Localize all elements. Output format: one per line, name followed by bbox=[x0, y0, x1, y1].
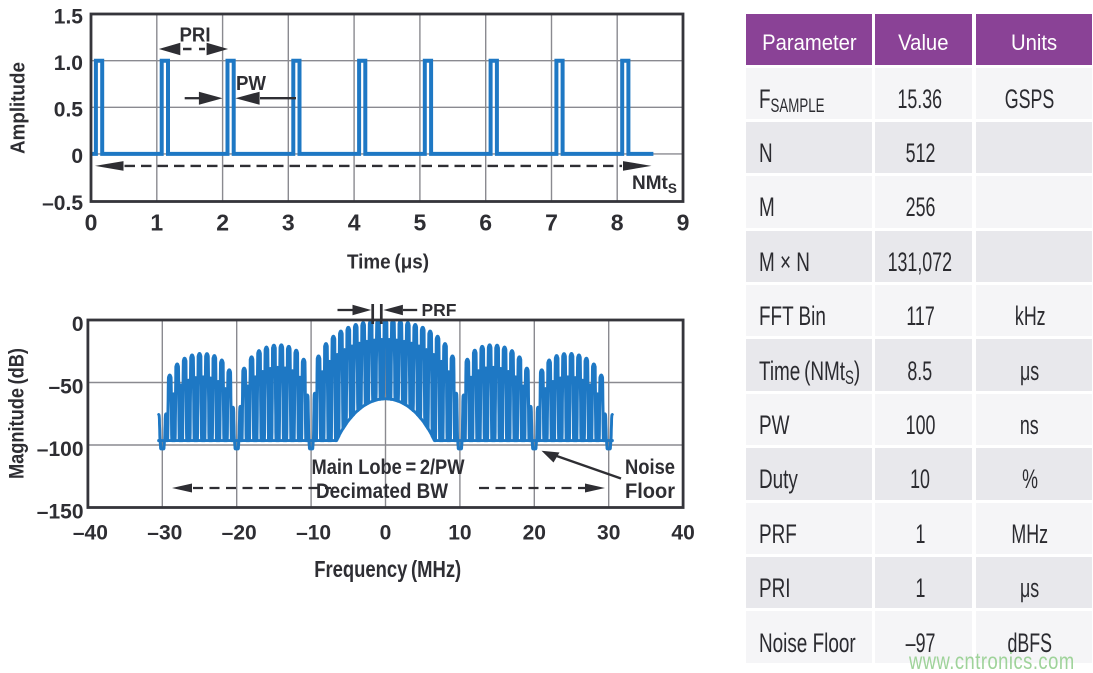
svg-text:0: 0 bbox=[85, 210, 98, 236]
svg-text:PW: PW bbox=[236, 73, 267, 95]
svg-text:PRF: PRF bbox=[422, 300, 457, 320]
svg-text:0: 0 bbox=[71, 145, 83, 168]
svg-text:Floor: Floor bbox=[625, 480, 675, 503]
svg-text:–50: –50 bbox=[48, 376, 83, 399]
svg-text:–10: –10 bbox=[296, 522, 331, 545]
svg-text:6: 6 bbox=[479, 210, 492, 236]
svg-text:Time (μs): Time (μs) bbox=[347, 251, 429, 274]
svg-text:–20: –20 bbox=[222, 522, 257, 545]
svg-text:0: 0 bbox=[72, 313, 84, 336]
svg-text:1.5: 1.5 bbox=[54, 5, 84, 28]
svg-text:Noise: Noise bbox=[625, 456, 675, 479]
svg-text:1: 1 bbox=[150, 210, 163, 236]
svg-text:0.5: 0.5 bbox=[54, 99, 84, 122]
svg-text:4: 4 bbox=[348, 210, 361, 236]
svg-text:–0.5: –0.5 bbox=[42, 192, 83, 215]
svg-text:0: 0 bbox=[380, 522, 392, 545]
svg-text:–30: –30 bbox=[147, 522, 182, 545]
svg-text:40: 40 bbox=[671, 522, 694, 545]
svg-text:PRI: PRI bbox=[180, 25, 211, 47]
svg-text:8: 8 bbox=[611, 210, 624, 236]
svg-text:30: 30 bbox=[597, 522, 620, 545]
svg-text:5: 5 bbox=[414, 210, 427, 236]
svg-text:NMtS: NMtS bbox=[632, 173, 677, 196]
svg-text:1.0: 1.0 bbox=[54, 52, 83, 75]
svg-text:–150: –150 bbox=[37, 501, 84, 524]
svg-text:Amplitude: Amplitude bbox=[6, 62, 29, 154]
svg-text:Frequency (MHz): Frequency (MHz) bbox=[314, 556, 461, 582]
svg-text:Main Lobe = 2/PW: Main Lobe = 2/PW bbox=[312, 456, 465, 479]
svg-text:Decimated BW: Decimated BW bbox=[316, 480, 448, 503]
svg-text:–100: –100 bbox=[37, 438, 84, 461]
svg-text:–40: –40 bbox=[73, 522, 108, 545]
svg-text:7: 7 bbox=[545, 210, 558, 236]
svg-text:10: 10 bbox=[448, 522, 471, 545]
svg-text:3: 3 bbox=[282, 210, 295, 236]
svg-text:2: 2 bbox=[216, 210, 229, 236]
svg-text:Magnitude (dB): Magnitude (dB) bbox=[6, 348, 29, 479]
svg-text:9: 9 bbox=[677, 210, 690, 236]
svg-text:20: 20 bbox=[523, 522, 546, 545]
